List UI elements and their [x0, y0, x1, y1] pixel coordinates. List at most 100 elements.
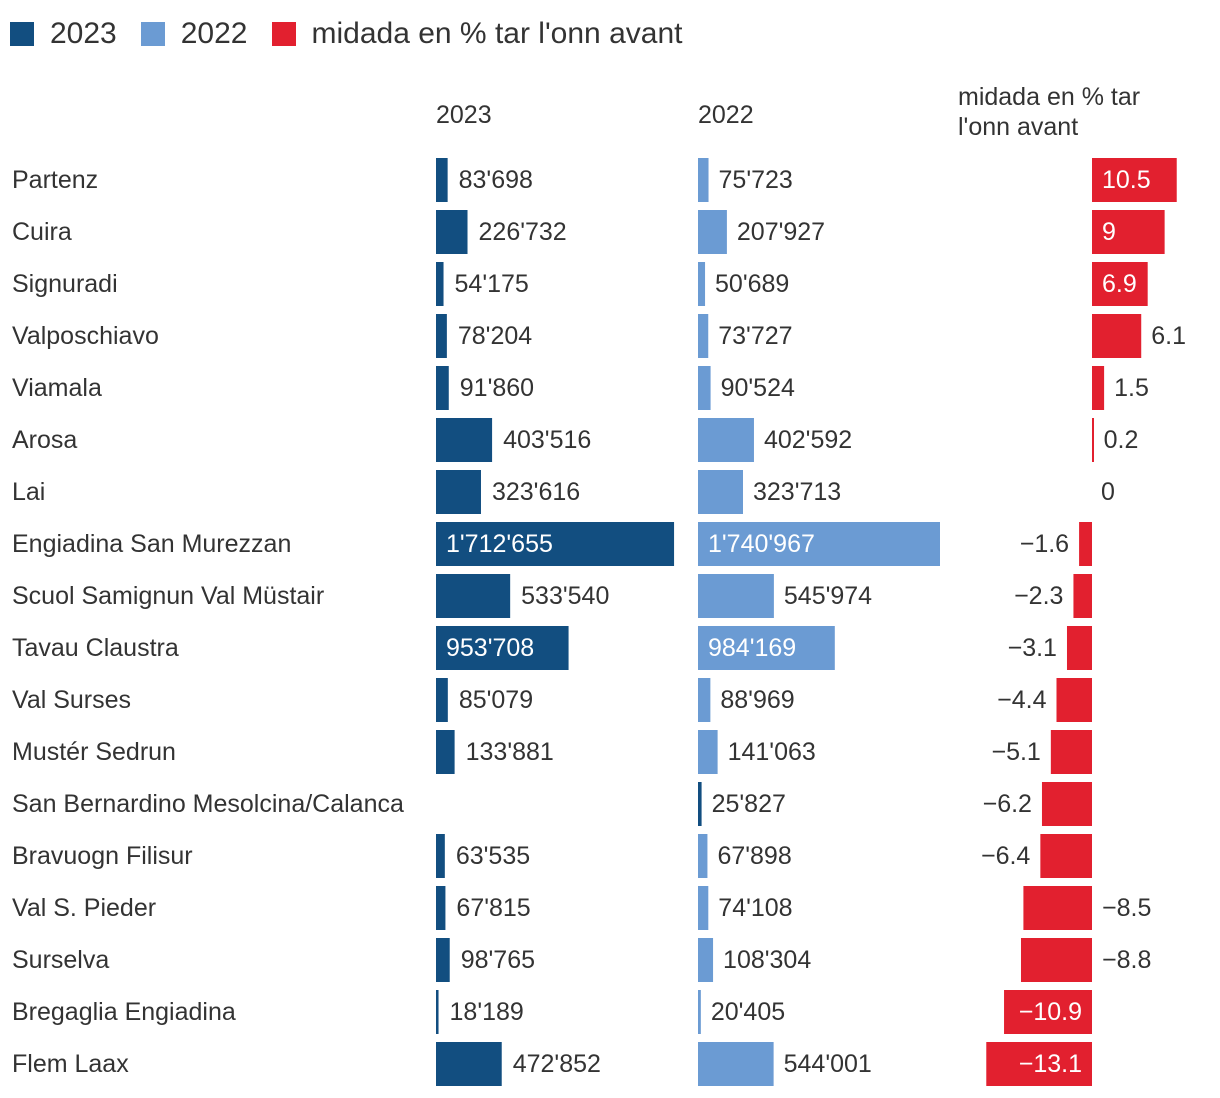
- bar-change: [1092, 418, 1094, 462]
- value-label-2023: 63'535: [456, 842, 530, 870]
- row-0: Partenz 83'698 75'723 10.5: [12, 158, 1177, 202]
- column-header-change-line2: l'onn avant: [958, 113, 1079, 141]
- value-label-2022: 20'405: [711, 998, 785, 1026]
- value-label-2023: 91'860: [460, 374, 534, 402]
- value-label-2022: 1'740'967: [708, 530, 815, 558]
- value-label-2022: 67'898: [717, 842, 791, 870]
- bar-2022: [698, 470, 743, 514]
- bar-2023: [436, 990, 439, 1034]
- category-label: Val S. Pieder: [12, 894, 156, 922]
- bar-2022: [698, 990, 701, 1034]
- category-label: Lai: [12, 478, 45, 506]
- value-label-2023: 78'204: [458, 322, 532, 350]
- bar-2023: [436, 158, 448, 202]
- bar-change: [1023, 886, 1092, 930]
- category-label: Cuira: [12, 218, 72, 246]
- value-label-change: −6.2: [983, 790, 1032, 818]
- bar-2023: [436, 730, 455, 774]
- bar-change: [1092, 158, 1177, 202]
- value-label-2022: 25'827: [712, 790, 786, 818]
- bar-change: [1056, 678, 1092, 722]
- value-label-change: 0.2: [1104, 426, 1139, 454]
- legend-item-2022: 2022: [140, 17, 248, 51]
- value-label-2023: 953'708: [446, 634, 534, 662]
- value-label-2022: 108'304: [723, 946, 811, 974]
- value-label-2022: 207'927: [737, 218, 825, 246]
- row-17: Flem Laax 472'852 544'001 −13.1: [12, 1042, 1092, 1086]
- row-10: Val Surses 85'079 88'969 −4.4: [12, 678, 1092, 722]
- category-label: San Bernardino Mesolcina/Calanca: [12, 790, 404, 818]
- value-label-2022: 984'169: [708, 634, 796, 662]
- bar-2022: [698, 626, 835, 670]
- bar-2022: [698, 834, 708, 878]
- value-label-2023: 403'516: [503, 426, 591, 454]
- value-label-change: −8.8: [1102, 946, 1151, 974]
- value-label-2023: 1'712'655: [446, 530, 553, 558]
- value-label-2023: 323'616: [492, 478, 580, 506]
- row-13: Bravuogn Filisur 63'535 67'898 −6.4: [12, 834, 1092, 878]
- value-label-2023: 472'852: [513, 1050, 601, 1078]
- bar-2023: [436, 938, 450, 982]
- bar-2023: [436, 1042, 502, 1086]
- row-8: Scuol Samignun Val Müstair 533'540 545'974…: [12, 574, 1092, 618]
- column-header-2022: 2022: [698, 101, 754, 129]
- value-label-2022: 544'001: [784, 1050, 872, 1078]
- bar-2023: [436, 522, 675, 566]
- bar-2023: [436, 626, 569, 670]
- row-1: Cuira 226'732 207'927 9: [12, 210, 1165, 254]
- row-2: Signuradi 54'175 50'689 6.9: [12, 262, 1148, 306]
- category-label: Flem Laax: [12, 1050, 129, 1078]
- value-label-2022: 545'974: [784, 582, 872, 610]
- row-15: Surselva 98'765 108'304 −8.8: [12, 938, 1151, 982]
- category-label: Valposchiavo: [12, 322, 159, 350]
- category-label: Val Surses: [12, 686, 131, 714]
- row-11: Mustér Sedrun 133'881 141'063 −5.1: [12, 730, 1092, 774]
- value-label-change: −3.1: [1008, 634, 1057, 662]
- bar-change: [1066, 626, 1092, 670]
- category-label: Scuol Samignun Val Müstair: [12, 582, 324, 610]
- bar-change: [1079, 522, 1092, 566]
- row-5: Arosa 403'516 402'592 0.2: [12, 418, 1138, 462]
- legend-swatch-change: [271, 22, 296, 46]
- row-9: Tavau Claustra 953'708 984'169 −3.1: [12, 626, 1092, 670]
- value-label-2022: 73'727: [718, 322, 792, 350]
- column-header-2023: 2023: [436, 101, 492, 129]
- bar-2022: [698, 938, 714, 982]
- value-label-change: −2.3: [1014, 582, 1063, 610]
- value-label-2022: 50'689: [715, 270, 789, 298]
- bar-change: [1040, 834, 1092, 878]
- bar-2023: [436, 210, 468, 254]
- value-label-2023: 533'540: [521, 582, 609, 610]
- legend-swatch-2023: [10, 22, 34, 46]
- value-label-change: −6.4: [981, 842, 1030, 870]
- bar-2022: [698, 730, 718, 774]
- value-label-2022: 88'969: [720, 686, 794, 714]
- value-label-2022: 74'108: [718, 894, 792, 922]
- value-label-change: −10.9: [1019, 998, 1082, 1026]
- bar-2022: [698, 314, 709, 358]
- row-14: Val S. Pieder 67'815 74'108 −8.5: [12, 886, 1151, 930]
- value-label-change: 10.5: [1102, 166, 1151, 194]
- bar-2023: [436, 314, 447, 358]
- value-label-2023: 226'732: [479, 218, 567, 246]
- row-12: San Bernardino Mesolcina/Calanca 25'827 −6…: [12, 782, 1092, 826]
- legend-label-2023: 2023: [50, 17, 117, 50]
- value-label-change: −13.1: [1019, 1050, 1082, 1078]
- value-label-change: 1.5: [1114, 374, 1149, 402]
- row-16: Bregaglia Engiadina 18'189 20'405 −10.9: [12, 990, 1092, 1034]
- value-label-2023: 133'881: [466, 738, 554, 766]
- value-label-change: 6.1: [1151, 322, 1186, 350]
- bar-2022: [698, 210, 727, 254]
- category-label: Viamala: [12, 374, 102, 402]
- bar-2023: [436, 262, 444, 306]
- bar-2022: [698, 1042, 774, 1086]
- bar-change: [1092, 262, 1148, 306]
- bar-2022: [698, 886, 709, 930]
- bar-2023: [436, 418, 493, 462]
- value-label-2023: 67'815: [456, 894, 530, 922]
- legend-swatch-2022: [140, 22, 165, 46]
- legend-item-2023: 2023: [10, 17, 117, 51]
- row-4: Viamala 91'860 90'524 1.5: [12, 366, 1149, 410]
- bar-change: [1050, 730, 1092, 774]
